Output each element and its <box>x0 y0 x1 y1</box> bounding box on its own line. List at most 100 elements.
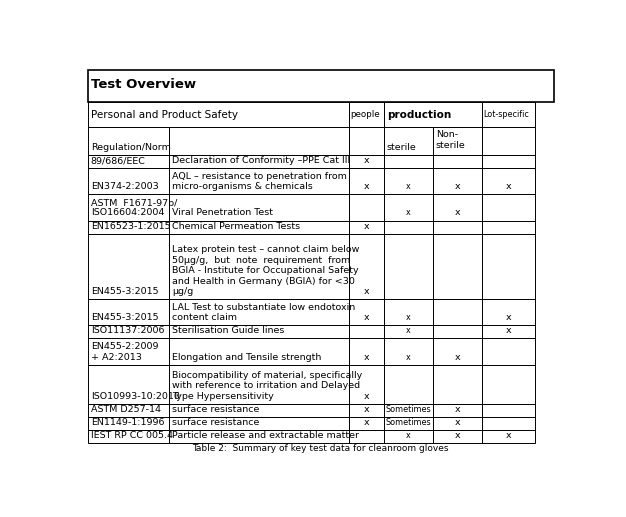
Bar <box>349 417 384 430</box>
Bar <box>169 194 349 221</box>
Bar <box>384 234 433 299</box>
Text: Table 2:  Summary of key test data for cleanroom gloves: Table 2: Summary of key test data for cl… <box>193 444 449 453</box>
Text: x: x <box>506 183 511 191</box>
Bar <box>384 339 433 364</box>
Bar <box>384 417 433 430</box>
Text: IEST RP CC 005.4: IEST RP CC 005.4 <box>91 431 173 440</box>
Text: surface resistance: surface resistance <box>172 418 260 427</box>
Bar <box>88 339 169 364</box>
Bar <box>349 404 384 417</box>
Bar <box>88 364 169 404</box>
Text: Personal and Product Safety: Personal and Product Safety <box>91 110 238 119</box>
Text: ISO10993-10:2010: ISO10993-10:2010 <box>91 392 180 401</box>
Bar <box>88 155 169 168</box>
Bar <box>482 430 535 443</box>
Bar <box>384 127 433 155</box>
Bar <box>88 127 169 155</box>
Bar <box>349 102 384 127</box>
Text: Sterilisation Guide lines: Sterilisation Guide lines <box>172 326 285 336</box>
Bar <box>349 221 384 234</box>
Text: x: x <box>454 405 460 414</box>
Text: ISO11137:2006: ISO11137:2006 <box>91 326 164 336</box>
Text: EN455-3:2015: EN455-3:2015 <box>91 313 158 322</box>
Bar <box>349 234 384 299</box>
Text: x: x <box>454 353 460 361</box>
Text: AQL – resistance to penetration from
micro-organisms & chemicals: AQL – resistance to penetration from mic… <box>172 172 347 191</box>
Bar <box>482 221 535 234</box>
Bar <box>349 325 384 339</box>
Text: Sometimes: Sometimes <box>386 405 431 414</box>
Text: x: x <box>364 353 369 361</box>
Bar <box>482 194 535 221</box>
Bar <box>482 155 535 168</box>
Text: Chemical Permeation Tests: Chemical Permeation Tests <box>172 222 300 231</box>
Bar <box>169 168 349 194</box>
Bar <box>433 168 482 194</box>
Bar <box>88 430 169 443</box>
Bar <box>88 70 554 102</box>
Bar <box>433 339 482 364</box>
Bar <box>88 102 349 127</box>
Text: EN374-2:2003: EN374-2:2003 <box>91 183 158 191</box>
Text: x: x <box>364 405 369 414</box>
Bar <box>169 339 349 364</box>
Bar <box>169 430 349 443</box>
Bar <box>384 168 433 194</box>
Text: 89/686/EEC: 89/686/EEC <box>91 156 145 165</box>
Text: x: x <box>406 431 411 440</box>
Bar <box>482 234 535 299</box>
Bar <box>169 221 349 234</box>
Text: x: x <box>406 183 411 191</box>
Text: ASTM  F1671-97b/
ISO16604:2004: ASTM F1671-97b/ ISO16604:2004 <box>91 198 177 218</box>
Bar <box>433 127 482 155</box>
Text: x: x <box>364 222 369 231</box>
Bar <box>433 417 482 430</box>
Bar <box>169 364 349 404</box>
Text: sterile: sterile <box>387 143 417 152</box>
Bar <box>482 339 535 364</box>
Bar <box>88 325 169 339</box>
Bar <box>433 325 482 339</box>
Bar <box>349 127 384 155</box>
Bar <box>349 339 384 364</box>
Text: Non-
sterile: Non- sterile <box>436 130 466 150</box>
Bar <box>169 127 349 155</box>
Text: Declaration of Conformity –PPE Cat III: Declaration of Conformity –PPE Cat III <box>172 156 351 165</box>
Text: Lot-specific: Lot-specific <box>483 110 529 119</box>
Bar <box>88 299 169 325</box>
Text: LAL Test to substantiate low endotoxin
content claim: LAL Test to substantiate low endotoxin c… <box>172 303 356 322</box>
Bar <box>384 155 433 168</box>
Text: surface resistance: surface resistance <box>172 405 260 414</box>
Bar <box>88 168 169 194</box>
Text: EN455-2:2009
+ A2:2013: EN455-2:2009 + A2:2013 <box>91 342 158 361</box>
Text: Particle release and extractable matter: Particle release and extractable matter <box>172 431 359 440</box>
Bar <box>384 430 433 443</box>
Bar <box>349 155 384 168</box>
Text: x: x <box>364 313 369 322</box>
Bar <box>384 194 433 221</box>
Text: EN455-3:2015: EN455-3:2015 <box>91 287 158 296</box>
Bar <box>169 417 349 430</box>
Text: x: x <box>406 208 411 218</box>
Text: EN16523-1:2015: EN16523-1:2015 <box>91 222 170 231</box>
Bar <box>384 325 433 339</box>
Bar <box>433 194 482 221</box>
Bar <box>169 404 349 417</box>
Bar <box>88 221 169 234</box>
Bar <box>482 404 535 417</box>
Text: x: x <box>506 313 511 322</box>
Bar <box>433 364 482 404</box>
Text: Biocompatibility of material, specifically
with reference to irritation and Dela: Biocompatibility of material, specifical… <box>172 371 362 401</box>
Text: ASTM D257-14: ASTM D257-14 <box>91 405 161 414</box>
Text: x: x <box>454 208 460 218</box>
Bar <box>482 364 535 404</box>
Bar <box>482 127 535 155</box>
Text: Regulation/Norm: Regulation/Norm <box>91 143 170 152</box>
Bar <box>88 417 169 430</box>
Text: production: production <box>387 110 451 119</box>
Bar <box>169 325 349 339</box>
Bar <box>169 299 349 325</box>
Text: x: x <box>406 313 411 322</box>
Text: x: x <box>506 326 511 336</box>
Bar <box>433 299 482 325</box>
